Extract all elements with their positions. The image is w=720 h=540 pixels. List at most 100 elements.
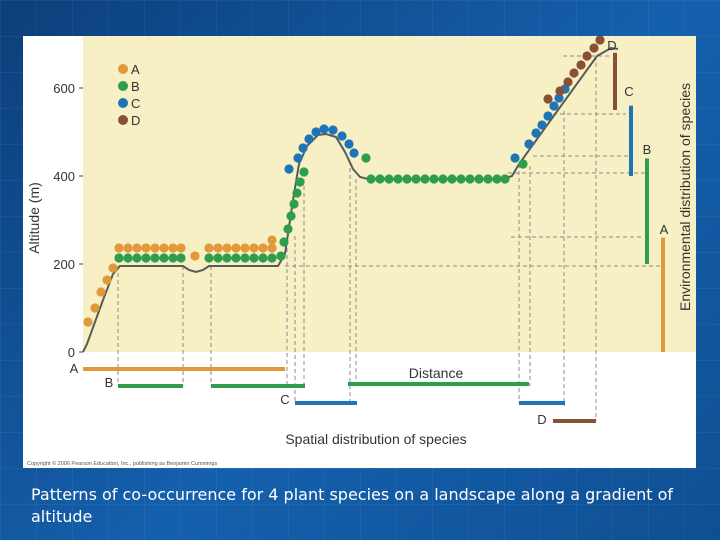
dot-B-29 xyxy=(402,174,412,184)
spatial-bar-label-A: A xyxy=(70,361,79,376)
dot-A-12 xyxy=(176,243,186,253)
dot-B-16 xyxy=(276,251,286,261)
dot-C-16 xyxy=(554,93,564,103)
dot-B-26 xyxy=(375,174,385,184)
dot-D-3 xyxy=(569,68,579,78)
spatial-bar-label-B: B xyxy=(105,375,114,390)
y-axis: 0 200 400 600 Altitude (m) xyxy=(26,81,83,360)
right-axis-label: Environmental distribution of species xyxy=(677,83,693,311)
dot-B-22 xyxy=(295,177,305,187)
dot-C-0 xyxy=(284,164,294,174)
dot-B-11 xyxy=(231,253,241,263)
dot-A-13 xyxy=(190,251,200,261)
dot-B-39 xyxy=(492,174,502,184)
dot-A-22 xyxy=(267,235,277,245)
bottom-label: Spatial distribution of species xyxy=(285,431,466,447)
dot-A-1 xyxy=(90,303,100,313)
dot-B-30 xyxy=(411,174,421,184)
dot-C-2 xyxy=(298,143,308,153)
spatial-bar-label-D: D xyxy=(537,412,546,427)
dot-B-1 xyxy=(123,253,133,263)
dot-B-2 xyxy=(132,253,142,263)
dot-D-2 xyxy=(563,77,573,87)
dot-C-10 xyxy=(510,153,520,163)
dot-A-2 xyxy=(96,287,106,297)
dot-D-0 xyxy=(543,94,553,104)
dot-C-14 xyxy=(543,111,553,121)
dot-B-5 xyxy=(159,253,169,263)
dot-A-21 xyxy=(267,243,277,253)
dot-B-15 xyxy=(267,253,277,263)
y-tick-label-600: 600 xyxy=(53,81,75,96)
dot-C-1 xyxy=(293,153,303,163)
dot-B-12 xyxy=(240,253,250,263)
dot-C-5 xyxy=(319,124,329,134)
dot-B-38 xyxy=(483,174,493,184)
dot-B-18 xyxy=(283,224,293,234)
env-bar-label-D: D xyxy=(607,38,616,53)
dot-C-3 xyxy=(304,134,314,144)
dot-B-10 xyxy=(222,253,232,263)
legend-label-B: B xyxy=(131,79,140,94)
dot-B-19 xyxy=(286,211,296,221)
dot-D-4 xyxy=(576,60,586,70)
dot-B-31 xyxy=(420,174,430,184)
legend-swatch-C xyxy=(118,98,128,108)
dot-B-36 xyxy=(465,174,475,184)
dot-A-17 xyxy=(231,243,241,253)
dot-A-9 xyxy=(150,243,160,253)
dot-B-6 xyxy=(168,253,178,263)
dot-A-10 xyxy=(159,243,169,253)
dot-C-7 xyxy=(337,131,347,141)
dot-C-13 xyxy=(537,120,547,130)
dot-D-1 xyxy=(555,86,565,96)
dot-A-0 xyxy=(83,317,93,327)
x-axis-label: Distance xyxy=(409,365,464,381)
legend-label-D: D xyxy=(131,113,140,128)
dot-A-19 xyxy=(249,243,259,253)
dot-B-0 xyxy=(114,253,124,263)
dot-D-7 xyxy=(595,36,605,45)
y-axis-label: Altitude (m) xyxy=(26,182,42,254)
dot-B-32 xyxy=(429,174,439,184)
legend-swatch-A xyxy=(118,64,128,74)
dot-B-41 xyxy=(518,159,528,169)
dot-C-11 xyxy=(524,139,534,149)
dot-B-25 xyxy=(366,174,376,184)
dot-A-16 xyxy=(222,243,232,253)
species-dots xyxy=(83,36,605,327)
dot-A-15 xyxy=(213,243,223,253)
spatial-bar-label-C: C xyxy=(280,392,289,407)
env-bar-label-C: C xyxy=(624,84,633,99)
dot-B-20 xyxy=(289,199,299,209)
dot-B-21 xyxy=(292,188,302,198)
dot-C-8 xyxy=(344,139,354,149)
dot-C-6 xyxy=(328,125,338,135)
dot-B-40 xyxy=(500,174,510,184)
dot-B-23 xyxy=(299,167,309,177)
dot-B-34 xyxy=(447,174,457,184)
caption: Patterns of co-occurrence for 4 plant sp… xyxy=(31,485,673,526)
environmental-distribution-bars xyxy=(613,52,665,352)
dot-C-4 xyxy=(311,127,321,137)
dot-C-9 xyxy=(349,148,359,158)
dot-A-8 xyxy=(141,243,151,253)
dot-B-4 xyxy=(150,253,160,263)
dot-B-9 xyxy=(213,253,223,263)
dot-B-37 xyxy=(474,174,484,184)
dot-A-3 xyxy=(102,275,112,285)
copyright-text: Copyright © 2006 Pearson Education, Inc.… xyxy=(27,460,217,467)
dot-C-12 xyxy=(531,128,541,138)
dot-B-7 xyxy=(176,253,186,263)
plot-background xyxy=(83,36,696,352)
spatial-distribution-bars xyxy=(83,367,596,423)
dot-D-5 xyxy=(582,51,592,61)
dot-B-8 xyxy=(204,253,214,263)
y-tick-label-0: 0 xyxy=(68,345,75,360)
dot-B-33 xyxy=(438,174,448,184)
dot-B-13 xyxy=(249,253,259,263)
dot-A-7 xyxy=(132,243,142,253)
